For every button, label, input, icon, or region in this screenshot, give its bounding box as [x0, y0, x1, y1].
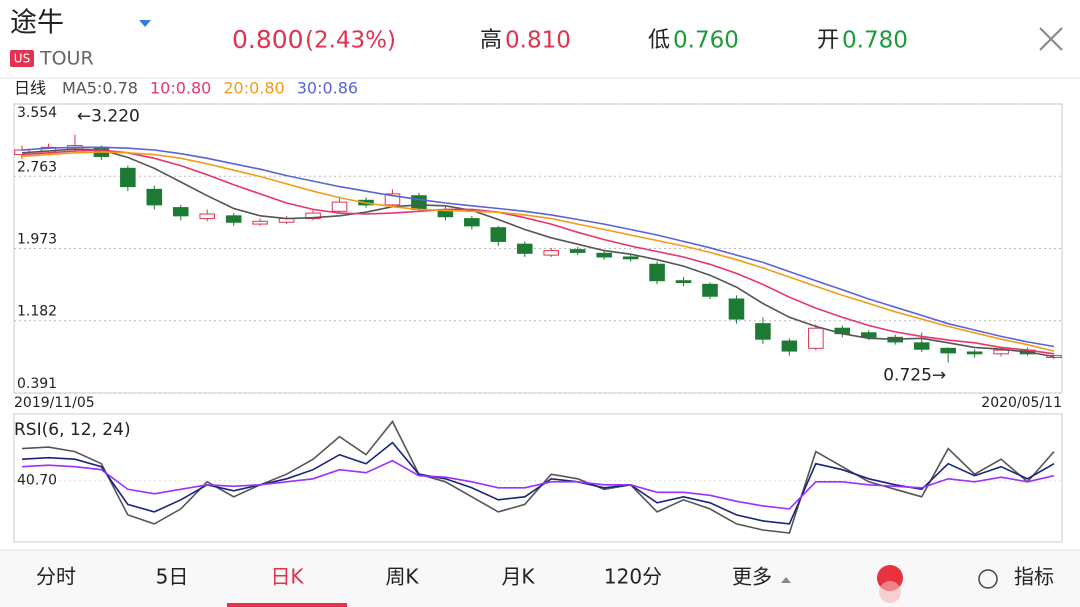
indicator-icon [978, 569, 998, 589]
tab[interactable]: 月K [501, 565, 535, 589]
ticker: TOUR [39, 48, 94, 70]
legend-entry: 10:0.80 [150, 79, 211, 98]
market: US [14, 52, 30, 66]
tab[interactable]: 120分 [604, 565, 662, 589]
plot-frame [13, 413, 1063, 543]
candle-body [781, 340, 798, 352]
change: (2.43%) [305, 28, 396, 54]
line-series [21, 441, 1055, 525]
low-label: 低 [648, 28, 670, 53]
y-tick-label: 1.182 [17, 304, 57, 320]
candle-body [860, 332, 877, 338]
open: 0.780 [842, 28, 908, 54]
more-arrow [781, 577, 791, 583]
candle-body [120, 167, 136, 188]
candle-body [331, 201, 348, 212]
candle-body [649, 263, 665, 282]
y-tick-label: 3.554 [17, 105, 57, 121]
tab[interactable]: 5日 [156, 565, 189, 589]
candle-body [172, 207, 189, 217]
candle-body [543, 250, 560, 256]
candle-body [252, 220, 268, 225]
candle-body [675, 280, 692, 284]
y-tick-label: 1.973 [17, 231, 57, 247]
candle-body [596, 252, 612, 258]
annotation: ←3.220 [77, 107, 140, 127]
candle-body [569, 249, 586, 253]
dropdown[interactable] [139, 20, 151, 27]
candle-body [808, 327, 824, 349]
high: 0.810 [505, 28, 571, 54]
line-series [21, 146, 1055, 348]
line-series [21, 149, 1055, 355]
x-tick-label: 2020/05/11 [981, 395, 1062, 411]
candle-body [993, 349, 1009, 355]
low: 0.760 [673, 28, 739, 54]
y-tick-label: 40.70 [17, 473, 57, 489]
candle-body [1046, 355, 1062, 358]
tab-indicator [227, 603, 347, 607]
annotation: 0.725→ [883, 365, 946, 385]
line-series [21, 151, 1055, 352]
candle-body [622, 256, 639, 260]
chart-title: RSI(6, 12, 24) [14, 420, 131, 440]
tab[interactable]: 日K [270, 565, 304, 589]
candle-body [305, 212, 321, 220]
candle-body [199, 213, 216, 220]
legend-entry: 30:0.86 [297, 79, 358, 98]
market-badge [10, 50, 34, 67]
line-series [21, 148, 1055, 358]
y-tick-label: 2.763 [17, 159, 57, 175]
candle-body [411, 195, 427, 210]
candle-body [384, 193, 401, 206]
high-label: 高 [480, 28, 502, 53]
price: 0.800 [232, 25, 304, 54]
tab[interactable]: 周K [385, 565, 419, 589]
legend-entry: 20:0.80 [223, 79, 284, 98]
tab[interactable]: 指标 [1014, 565, 1054, 589]
stock-name: 途牛 [10, 8, 64, 39]
candle-body [146, 188, 163, 206]
x-tick-label: 2019/11/05 [14, 395, 95, 411]
tab[interactable]: 分时 [36, 565, 76, 589]
record-shadow [879, 581, 901, 603]
legend-entry: MA5:0.78 [62, 79, 138, 98]
candle-body [490, 227, 507, 242]
line-series [21, 459, 1055, 510]
candle-body [940, 347, 956, 354]
close-button[interactable] [1039, 27, 1063, 51]
candle-body [728, 298, 745, 320]
y-tick-label: 0.391 [17, 376, 57, 392]
candle-body [966, 351, 983, 355]
candle-body [702, 283, 718, 297]
candle-body [225, 215, 242, 223]
candle-body [913, 342, 930, 350]
candle-body [464, 218, 480, 227]
chart-title: 日线 [14, 79, 46, 98]
tab[interactable]: 更多 [732, 565, 772, 589]
candle-body [516, 243, 533, 254]
open-label: 开 [817, 28, 839, 53]
candle-body [755, 323, 771, 340]
